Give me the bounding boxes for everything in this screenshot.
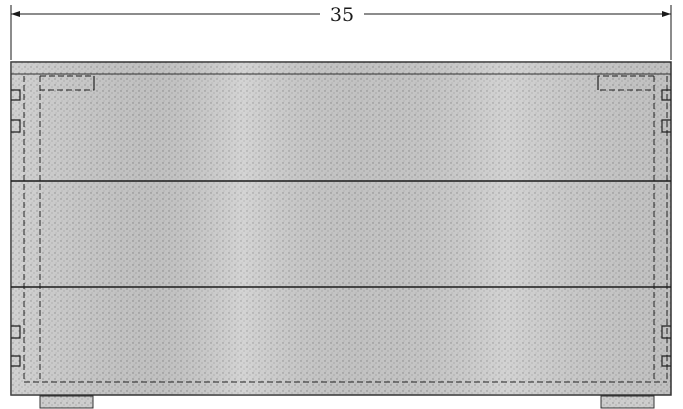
cabinet-body [10, 61, 672, 396]
dimension-label: 35 [330, 4, 354, 26]
width-dimension: 35 [10, 4, 672, 60]
hidden-lines-right [653, 76, 668, 382]
side-notches [11, 89, 671, 367]
hidden-lines-left [23, 76, 41, 382]
foot-left [39, 395, 94, 409]
dimension-arrow-left [11, 11, 20, 17]
foot-right [600, 395, 655, 409]
corner-cleat-top-left [40, 75, 95, 91]
wood-grain-overlay [11, 62, 671, 395]
dimension-arrow-right [662, 11, 671, 17]
